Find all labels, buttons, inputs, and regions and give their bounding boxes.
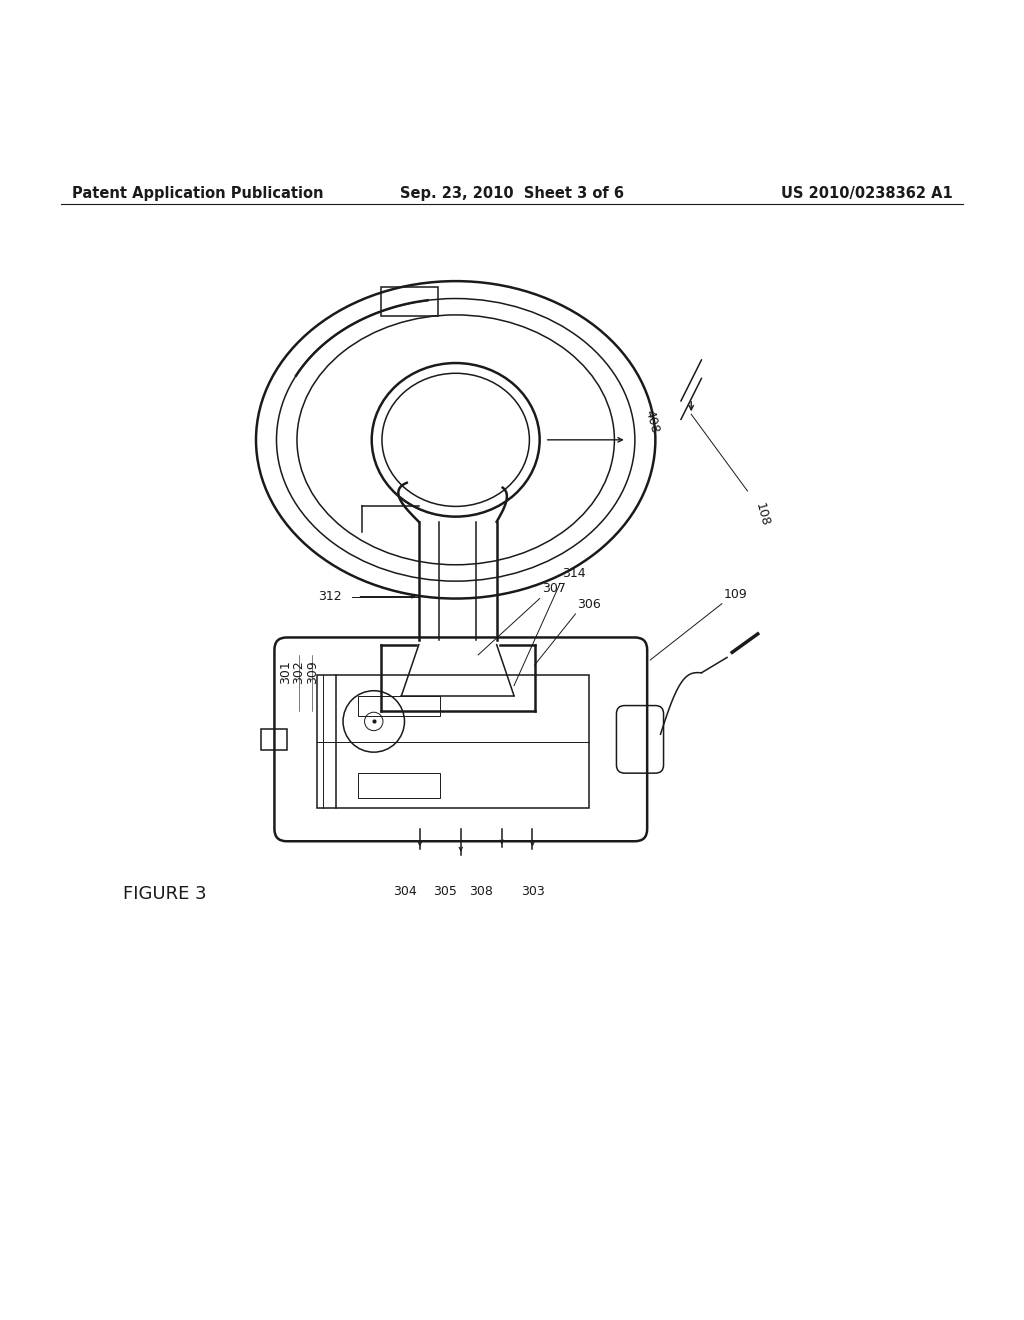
Text: 109: 109 (724, 587, 748, 601)
Text: 308: 308 (469, 886, 494, 899)
Bar (381, 288, 438, 315)
Text: 309: 309 (306, 660, 318, 684)
Text: 306: 306 (578, 598, 601, 611)
Text: 408: 408 (642, 408, 660, 434)
Text: FIGURE 3: FIGURE 3 (123, 886, 207, 903)
Text: Patent Application Publication: Patent Application Publication (72, 186, 324, 201)
Text: 301: 301 (280, 660, 292, 684)
Text: 304: 304 (392, 886, 417, 899)
Bar (358, 772, 440, 799)
Text: 303: 303 (520, 886, 545, 899)
Text: 314: 314 (562, 568, 586, 579)
Text: US 2010/0238362 A1: US 2010/0238362 A1 (780, 186, 952, 201)
Text: 307: 307 (542, 582, 565, 595)
Text: 302: 302 (293, 660, 305, 684)
Bar (317, 676, 589, 808)
Bar (261, 729, 287, 750)
Bar (358, 696, 440, 717)
Text: 108: 108 (753, 502, 771, 528)
Text: Sep. 23, 2010  Sheet 3 of 6: Sep. 23, 2010 Sheet 3 of 6 (400, 186, 624, 201)
Text: 305: 305 (433, 886, 458, 899)
Text: 312: 312 (318, 590, 342, 603)
